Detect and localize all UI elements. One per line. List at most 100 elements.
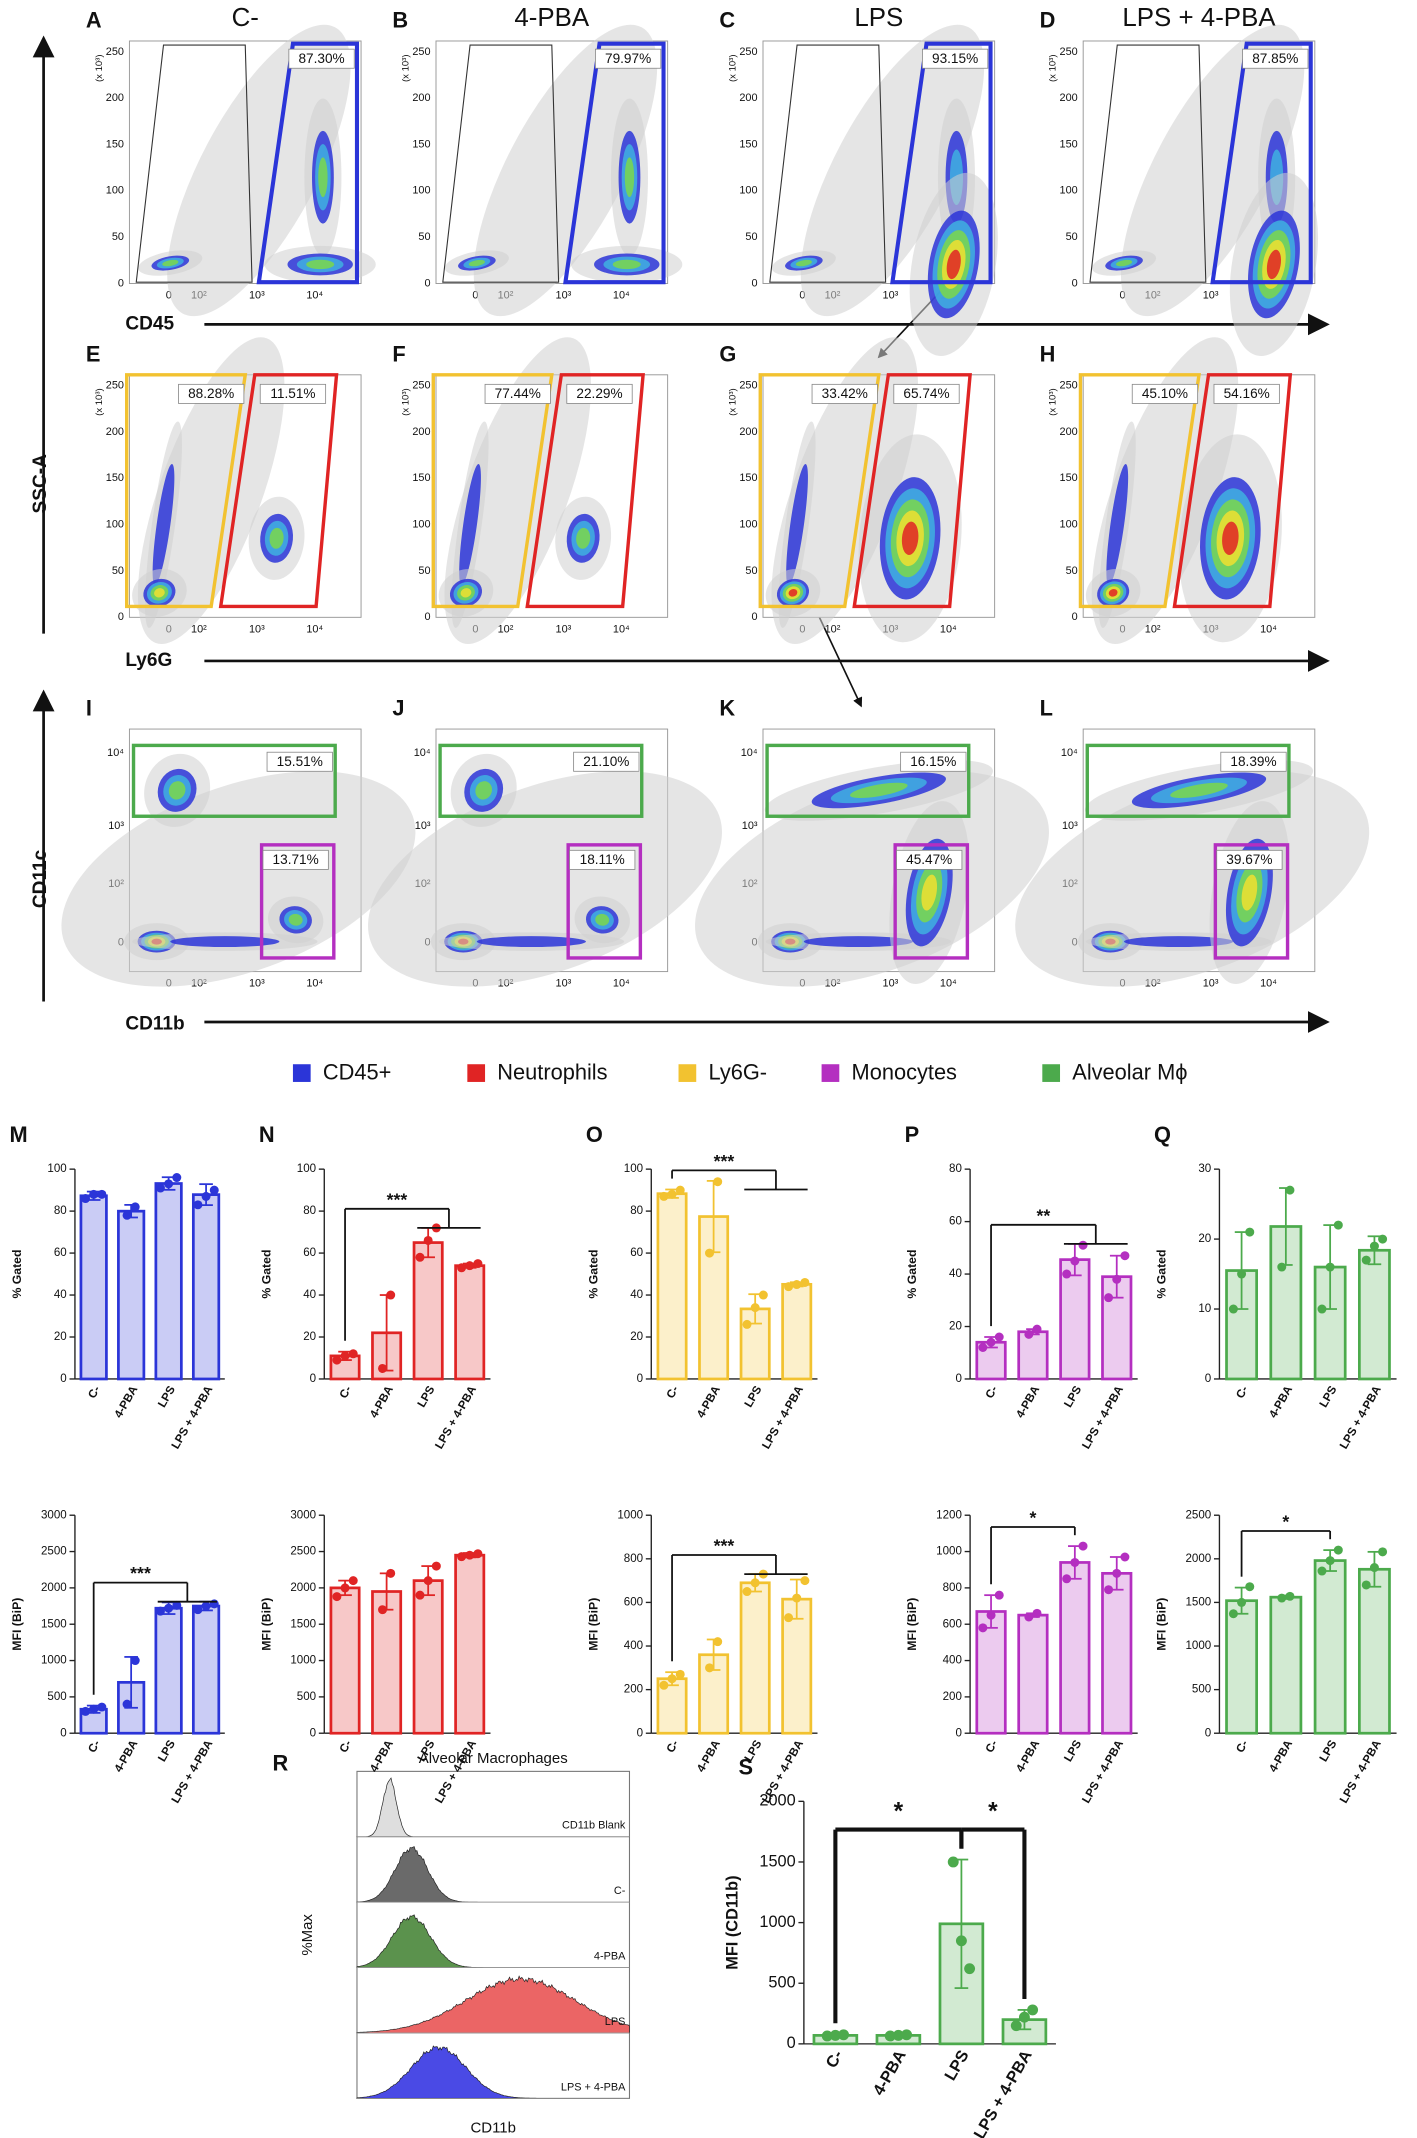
y-tick-label: 200: [412, 92, 430, 104]
gate: [1210, 41, 1313, 285]
y-axis-label: MFI (CD11b): [723, 1875, 741, 1969]
data-point: [332, 1592, 342, 1602]
data-point: [986, 1337, 996, 1347]
x-tick-label: 10⁴: [613, 623, 630, 635]
column-title: LPS: [854, 4, 903, 32]
density-level: [1266, 249, 1282, 280]
y-tick-label: 60: [630, 1247, 643, 1259]
data-point: [378, 1605, 388, 1615]
y-tick-label: 0: [787, 2034, 796, 2052]
scale-note: (x 10³): [94, 54, 105, 82]
y-tick-label: 250: [106, 380, 124, 392]
data-point: [89, 1704, 99, 1714]
y-tick-label: 10⁴: [1061, 747, 1078, 759]
y-tick-label: 1500: [759, 1852, 795, 1870]
data-point: [1120, 1251, 1130, 1261]
bar: [79, 1194, 108, 1381]
gate-label-box: [896, 849, 963, 870]
data-point: [955, 1935, 967, 1947]
x-tick-label: 4-PBA: [1015, 1738, 1043, 1775]
y-tick-label: 10³: [742, 820, 758, 832]
data-point: [705, 1248, 715, 1258]
data-point: [884, 2030, 896, 2042]
data-point: [1285, 1185, 1295, 1195]
data-point: [1120, 1552, 1130, 1562]
data-point: [1032, 1608, 1042, 1618]
gate: [525, 373, 645, 609]
legend-label: Monocytes: [852, 1060, 957, 1085]
data-point: [1237, 1597, 1247, 1607]
density-gray: [167, 24, 351, 317]
y-tick-label: 10³: [415, 820, 431, 832]
x-tick-label: LPS + 4-PBA: [170, 1738, 216, 1806]
y-tick-label: 1500: [290, 1618, 316, 1630]
significance-bracket: ***: [671, 1536, 808, 1662]
gate: [852, 373, 972, 609]
data-point: [1104, 1293, 1114, 1303]
gate: [438, 743, 644, 818]
y-tick-label: 2000: [759, 1792, 795, 1810]
y-tick-label: 20: [949, 1321, 962, 1333]
data-point: [1010, 2020, 1022, 2032]
density-level: [901, 521, 919, 555]
significance-label: ***: [130, 1563, 151, 1583]
gate: [890, 41, 993, 285]
gate-label-box: [922, 48, 989, 69]
x-tick-label: LPS: [416, 1384, 438, 1410]
y-tick-label: 2500: [290, 1546, 316, 1558]
bar: [1017, 1330, 1049, 1381]
data-point: [209, 1185, 219, 1195]
y-tick-label: 200: [624, 1684, 643, 1696]
data-point: [1032, 1324, 1042, 1334]
y-tick-label: 200: [412, 426, 430, 438]
x-tick-label: C-: [338, 1738, 355, 1755]
data-point: [1245, 1227, 1255, 1237]
y-tick-label: 200: [739, 426, 757, 438]
bar: [1358, 1248, 1391, 1381]
panel-letter: A: [86, 8, 102, 33]
data-point: [423, 1235, 433, 1245]
scale-note: (x 10³): [728, 388, 739, 416]
flow-panel: K010²10³10⁴010²10³10⁴16.15%45.47%: [695, 696, 1049, 990]
y-tick-label: 2000: [290, 1582, 316, 1594]
y-axis-label: % Gated: [586, 1250, 600, 1299]
density-level: [786, 463, 808, 586]
bar: [154, 1182, 183, 1381]
column-title: 4-PBA: [514, 4, 590, 32]
x-tick-label: 10³: [556, 290, 572, 302]
y-tick-label: 10³: [108, 820, 124, 832]
gate-label-box: [573, 751, 640, 772]
y-tick-label: 150: [412, 472, 430, 484]
data-point: [800, 1576, 810, 1586]
y-tick-label: 200: [1060, 426, 1078, 438]
data-point: [378, 1363, 388, 1373]
y-tick-label: 80: [303, 1205, 316, 1217]
y-tick-label: 1000: [41, 1655, 67, 1667]
bar: [1225, 1269, 1258, 1381]
significance-bracket: ***: [344, 1189, 481, 1341]
x-tick-label: 10³: [249, 290, 265, 302]
legend-swatch: [678, 1064, 697, 1082]
y-tick-label: 400: [943, 1655, 962, 1667]
gate: [259, 843, 336, 960]
bar: [1059, 1258, 1091, 1381]
gate-percent: 87.85%: [1252, 51, 1298, 66]
y-tick-label: 0: [118, 277, 124, 289]
y-tick-label: 600: [943, 1618, 962, 1630]
significance-bracket: *: [959, 1799, 1027, 2000]
gate: [1085, 743, 1291, 818]
gate-label-box: [178, 383, 245, 404]
data-point: [675, 1185, 685, 1195]
data-point: [659, 1191, 669, 1201]
y-tick-label: 100: [412, 185, 430, 197]
y-tick-label: 100: [412, 519, 430, 531]
bar: [191, 1604, 221, 1735]
y-tick-label: 200: [106, 92, 124, 104]
y-tick-label: 20: [630, 1331, 643, 1343]
x-tick-label: 10⁴: [306, 290, 323, 302]
x-tick-label: 4-PBA: [695, 1384, 723, 1421]
data-point: [1333, 1220, 1343, 1230]
x-tick-label: 10²: [498, 623, 514, 635]
data-point: [713, 1177, 723, 1187]
trace-label: LPS + 4-PBA: [561, 2081, 626, 2093]
